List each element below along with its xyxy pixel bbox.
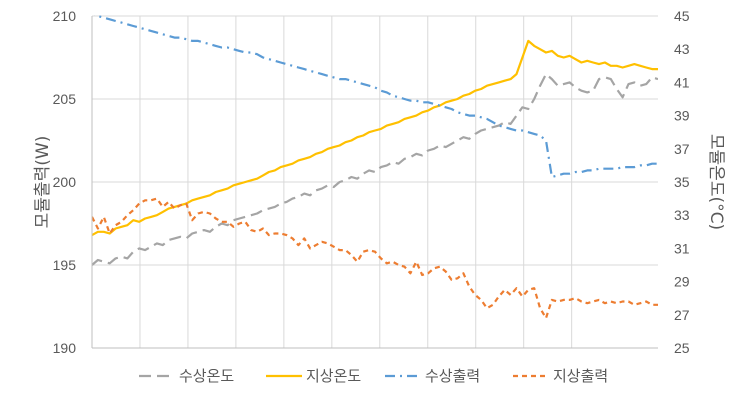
- right-tick-label: 31: [674, 240, 690, 256]
- legend-label: 지상온도: [306, 367, 361, 385]
- right-tick-label: 39: [674, 108, 690, 124]
- left-tick-label: 195: [53, 257, 77, 273]
- legend-label: 수상온도: [179, 367, 234, 385]
- series-line-surface-temp: [92, 72, 658, 266]
- left-tick-label: 205: [53, 91, 77, 107]
- left-tick-label: 200: [53, 174, 77, 190]
- series-line-surface-power: [93, 15, 658, 179]
- series-surface-temp: [92, 72, 658, 266]
- right-tick-label: 29: [674, 274, 690, 290]
- series-surface-power: [93, 15, 658, 179]
- right-tick-label: 45: [674, 8, 690, 24]
- right-tick-label: 27: [674, 307, 690, 323]
- series-ground-power: [92, 197, 658, 320]
- right-tick-label: 43: [674, 41, 690, 57]
- right-tick-label: 37: [674, 141, 690, 157]
- legend-item-surface-power: 수상출력: [385, 367, 480, 385]
- legend-label: 수상출력: [425, 367, 480, 385]
- series-lines: [92, 15, 658, 320]
- right-axis-ticks: 25 27 29 31 33 35 37 39 41 43 45: [674, 8, 690, 356]
- left-axis-ticks: 190 195 200 205 210: [53, 8, 77, 356]
- right-tick-label: 25: [674, 340, 690, 356]
- legend-item-surface-temp: 수상온도: [139, 367, 234, 385]
- gridlines: [92, 15, 658, 349]
- right-tick-label: 35: [674, 174, 690, 190]
- right-tick-label: 41: [674, 74, 690, 90]
- legend-item-ground-temp: 지상온도: [266, 367, 361, 385]
- right-tick-label: 33: [674, 207, 690, 223]
- legend-label: 지상출력: [553, 367, 608, 385]
- left-tick-label: 190: [53, 340, 77, 356]
- series-line-ground-power: [92, 197, 658, 320]
- left-tick-label: 210: [53, 8, 77, 24]
- legend: 수상온도 지상온도 수상출력 지상출력: [139, 367, 608, 385]
- axes: [91, 16, 658, 349]
- right-axis-title: 모듈온도(°C): [706, 134, 726, 230]
- legend-item-ground-power: 지상출력: [513, 367, 608, 385]
- left-axis-title: 모듈출력(W): [33, 136, 53, 229]
